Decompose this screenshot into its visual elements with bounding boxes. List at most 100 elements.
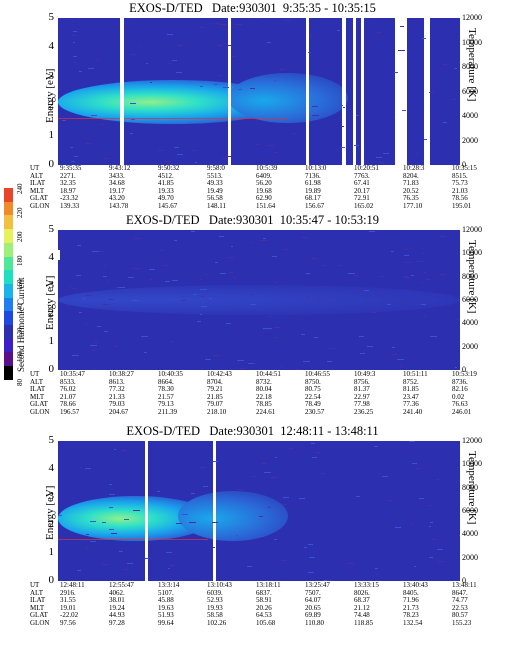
colorbar-tick-label: 240 — [16, 183, 24, 195]
spectrogram-speckle — [246, 566, 252, 568]
spectrogram-speckle — [359, 352, 365, 354]
ephemeris-value: 4062. — [109, 588, 125, 597]
spectrogram-speckle — [142, 358, 145, 360]
ytick-right: 8000 — [462, 62, 478, 71]
spectrogram-speckle — [329, 303, 332, 305]
spectrogram-speckle — [122, 449, 127, 451]
spectrogram-speckle — [456, 319, 460, 321]
ephemeris-value: 78.49 — [305, 400, 321, 409]
ephemeris-label: GLAT — [30, 400, 48, 409]
ephemeris-row: MLT 18.97 19.17 19.33 19.49 19.68 19.89 20.17 20… — [30, 187, 490, 196]
spectrogram-speckle — [308, 543, 313, 545]
spectrogram-speckle — [99, 124, 104, 126]
ytick-right: 12000 — [462, 436, 482, 445]
ephemeris-value: 6409. — [256, 171, 272, 180]
spectrogram-speckle — [191, 230, 195, 232]
ytick-right: 8000 — [462, 271, 478, 281]
spectrogram-speckle — [85, 533, 89, 535]
ephemeris-value: 77.32 — [109, 385, 125, 394]
spectrogram-speckle — [158, 150, 163, 152]
spectrogram-speckle — [199, 314, 203, 316]
spectrogram-speckle — [304, 546, 307, 548]
panel-1-data-gap — [361, 18, 364, 165]
ephemeris-value: 80.04 — [256, 385, 272, 394]
ephemeris-value: 177.10 — [403, 202, 423, 210]
panel-3-spectrogram — [58, 441, 460, 581]
ephemeris-value: 10:35:15 — [452, 164, 477, 172]
ytick-left: 1 — [48, 335, 55, 347]
panel-3-data-gap — [213, 441, 216, 581]
spectrogram-speckle — [267, 144, 274, 146]
spectrogram-speckle — [437, 549, 443, 551]
ephemeris-label: ALT — [30, 588, 43, 597]
spectrogram-speckle — [86, 58, 89, 60]
ephemeris-value: 61.98 — [305, 179, 321, 188]
spectrogram-speckle — [237, 88, 242, 90]
spectrogram-speckle — [163, 264, 169, 266]
spectrogram-speckle — [164, 160, 172, 162]
ytick-left: 1 — [48, 128, 55, 141]
spectrogram-speckle — [72, 31, 77, 33]
ephemeris-value: 6039. — [207, 588, 223, 597]
ephemeris-label: GLON — [30, 202, 50, 210]
colorbar-segment — [4, 311, 13, 326]
ephemeris-row: UT 10:35:47 10:38:27 10:40:35 10:42:43 10:44:… — [30, 370, 490, 379]
spectrogram-speckle — [93, 341, 99, 343]
ephemeris-value: 8204. — [403, 171, 419, 180]
ephemeris-value: 8647. — [452, 588, 468, 597]
ytick-right: 8000 — [462, 482, 478, 492]
spectrogram-speckle — [267, 316, 273, 318]
ephemeris-value: 20.26 — [256, 603, 272, 612]
panel-3-warm-band — [178, 491, 288, 541]
spectrogram-speckle — [323, 579, 328, 581]
spectrogram-speckle — [302, 236, 308, 238]
spectrogram-speckle — [370, 312, 376, 314]
spectrogram-speckle — [109, 529, 115, 531]
ephemeris-value: 64.07 — [305, 596, 321, 605]
ephemeris-value: 10:20:51 — [354, 164, 379, 172]
colorbar-segment — [4, 297, 13, 312]
ephemeris-value: 68.17 — [305, 194, 321, 203]
ephemeris-value: 10:46:55 — [305, 370, 330, 378]
spectrogram-speckle — [416, 468, 420, 470]
spectrogram-speckle — [404, 275, 408, 277]
spectrogram-speckle — [126, 563, 133, 565]
ephemeris-value: 79.03 — [109, 400, 125, 409]
spectrogram-speckle — [429, 504, 434, 506]
spectrogram-speckle — [394, 71, 399, 73]
ytick-left: 4 — [48, 462, 55, 474]
spectrogram-speckle — [248, 363, 255, 365]
ephemeris-value: 81.85 — [403, 385, 419, 394]
spectrogram-speckle — [166, 34, 174, 36]
spectrogram-speckle — [62, 119, 67, 121]
ytick-right: 2000 — [462, 341, 478, 351]
spectrogram-speckle — [301, 334, 306, 336]
spectrogram-speckle — [404, 277, 411, 278]
ephemeris-value: 21.57 — [158, 392, 174, 401]
ephemeris-value: 67.41 — [354, 179, 370, 188]
ephemeris-value: 43.20 — [109, 194, 125, 203]
ephemeris-value: 10:28:3 — [403, 164, 425, 172]
ephemeris-value: 97.56 — [60, 619, 76, 627]
spectrogram-speckle — [412, 463, 418, 465]
ephemeris-value: 8515. — [452, 171, 468, 180]
ephemeris-value: 7763. — [354, 171, 370, 180]
spectrogram-speckle — [150, 278, 153, 280]
spectrogram-speckle — [440, 273, 446, 275]
spectrogram-speckle — [395, 526, 402, 528]
ephemeris-value: 13:10:43 — [207, 581, 232, 589]
spectrogram-speckle — [281, 365, 284, 367]
ephemeris-value: 79.13 — [158, 400, 174, 409]
spectrogram-speckle — [278, 68, 285, 70]
ephemeris-label: ILAT — [30, 385, 46, 394]
spectrogram-speckle — [65, 304, 69, 306]
ephemeris-value: 78.30 — [158, 385, 174, 394]
ephemeris-value: 76.35 — [403, 194, 419, 203]
ephemeris-value: 52.93 — [207, 596, 223, 605]
spectrogram-speckle — [259, 516, 264, 518]
ytick-left: 3 — [48, 69, 55, 82]
ephemeris-value: 41.85 — [158, 179, 174, 188]
ephemeris-value: 22.18 — [256, 392, 272, 401]
ephemeris-value: 10:49:3 — [354, 370, 376, 378]
spectrogram-speckle — [402, 301, 408, 303]
